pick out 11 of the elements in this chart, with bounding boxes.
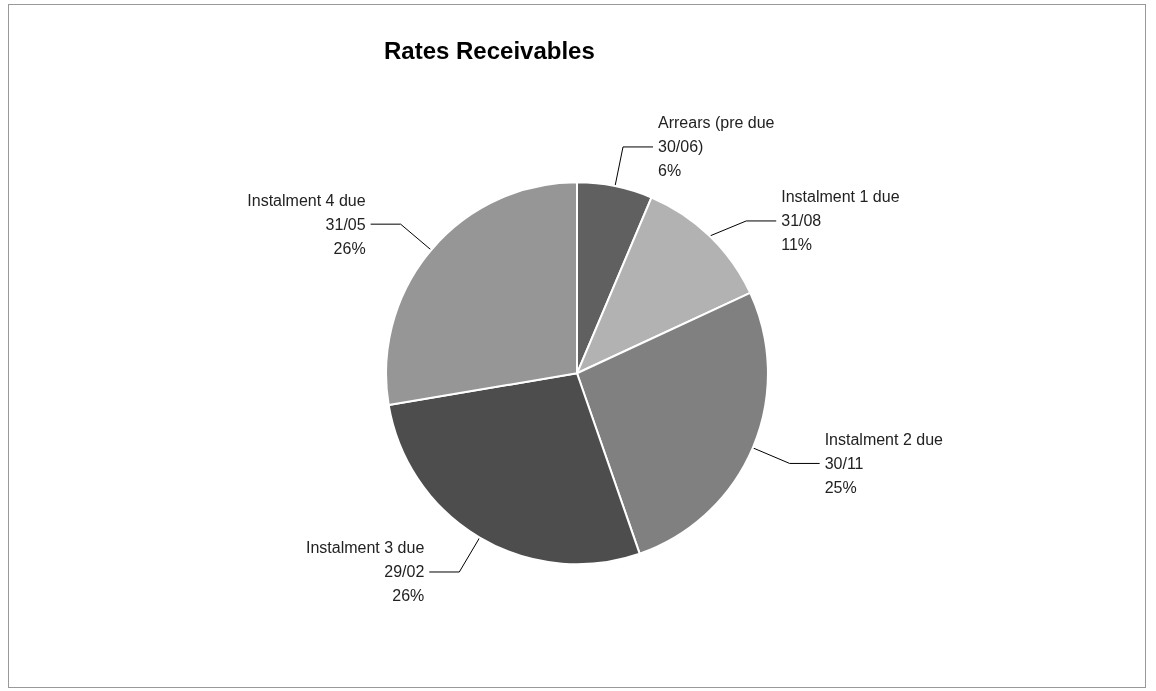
data-label: 25% bbox=[824, 478, 857, 496]
slice-label: Instalment 1 due 31/08 bbox=[781, 188, 900, 230]
slice-label: Instalment 4 due 31/05 bbox=[247, 191, 366, 233]
data-label: 6% bbox=[658, 162, 682, 180]
data-label: 26% bbox=[392, 587, 425, 605]
slice-label: Arrears (pre due 30/06) bbox=[658, 114, 775, 156]
data-label: 11% bbox=[781, 236, 813, 254]
slice-label: Instalment 3 due 29/02 bbox=[306, 539, 425, 581]
data-label: 26% bbox=[333, 239, 366, 257]
chart-title: Rates Receivables bbox=[384, 36, 595, 64]
slice-label: Instalment 2 due 30/11 bbox=[824, 430, 944, 472]
